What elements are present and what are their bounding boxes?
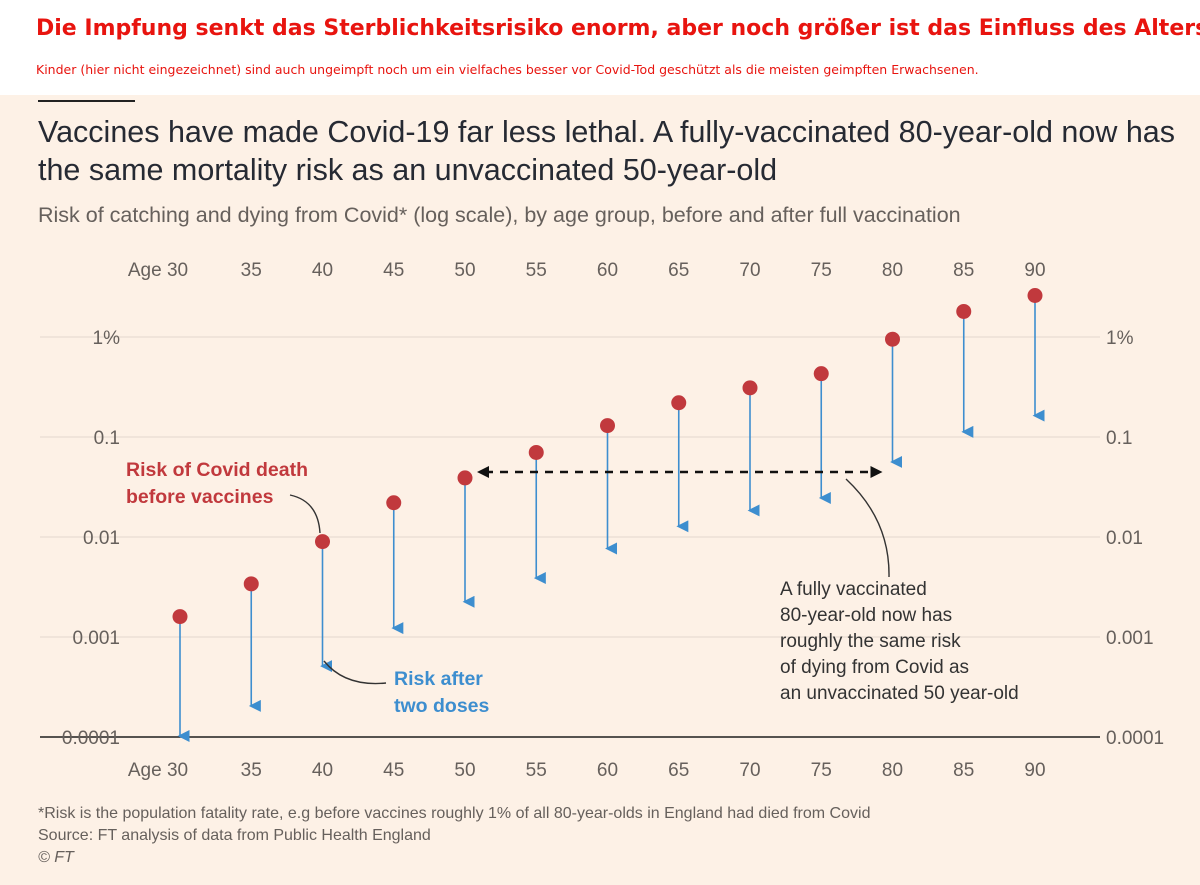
before-callout [289, 494, 321, 534]
ft-chart-panel: Vaccines have made Covid-19 far less let… [0, 95, 1200, 885]
before-dot [1027, 288, 1043, 304]
data-layer [172, 288, 1045, 742]
x-tick-label-top: 60 [597, 260, 618, 281]
before-dot [457, 470, 473, 486]
banner-title: Die Impfung senkt das Sterblichkeitsrisi… [36, 16, 1200, 41]
before-dot [528, 444, 544, 460]
x-tick-label-top: 80 [882, 260, 903, 281]
x-tick-label-bottom: 70 [739, 760, 760, 781]
annotation-layer: Risk of Covid death before vaccines Risk a… [126, 459, 1019, 717]
y-tick-label-right: 0.001 [1106, 628, 1154, 649]
before-dot [600, 418, 615, 434]
x-tick-label-top: 55 [526, 260, 547, 281]
chart-subtitle: Risk of catching and dying from Covid* (… [38, 203, 961, 227]
before-dot [315, 534, 330, 550]
x-tick-label-bottom: 75 [811, 760, 832, 781]
x-tick-label-top: 45 [383, 260, 404, 281]
chart-footer: *Risk is the population fatality rate, e… [38, 803, 870, 869]
axis-layer: 0.0001 0.0001 0.001 0.001 0.01 0.01 0.1 0.1 1% 1%… [62, 260, 1164, 781]
comparison-head-right [870, 466, 883, 478]
x-tick-label-top: 85 [953, 260, 974, 281]
after-callout [323, 660, 387, 685]
y-tick-label-right: 0.1 [1106, 428, 1132, 449]
before-dot [956, 303, 972, 319]
before-dot [172, 609, 188, 625]
y-tick-label-left: 0.0001 [62, 728, 120, 749]
x-tick-label-bottom: 80 [882, 760, 903, 781]
x-tick-label-bottom: 90 [1024, 760, 1045, 781]
source-note: Source: FT analysis of data from Public … [38, 827, 431, 844]
x-tick-label-bottom: 50 [454, 760, 475, 781]
x-tick-label-bottom: Age 30 [128, 760, 188, 781]
chart-svg: 0.0001 0.0001 0.001 0.001 0.01 0.01 0.1 0.1 1% 1%… [40, 260, 1164, 781]
x-tick-label-bottom: 45 [383, 760, 404, 781]
before-dot [671, 395, 687, 411]
before-dot [885, 331, 900, 347]
copyright: © FT [38, 849, 74, 866]
x-tick-label-top: 75 [811, 260, 832, 281]
x-tick-label-bottom: 65 [668, 760, 689, 781]
banner: Die Impfung senkt das Sterblichkeitsrisi… [0, 0, 1200, 95]
x-tick-label-bottom: 40 [312, 760, 333, 781]
y-tick-label-left: 0.01 [83, 528, 120, 549]
comparison-label: A fully vaccinated 80-year-old now has rou… [780, 579, 1019, 704]
comparison-callout [845, 478, 890, 578]
x-tick-label-bottom: 60 [597, 760, 618, 781]
x-tick-label-top: 35 [241, 260, 262, 281]
banner-subtitle: Kinder (hier nicht eingezeichnet) sind a… [36, 62, 979, 77]
x-tick-label-top: Age 30 [128, 260, 188, 281]
x-tick-label-top: 50 [454, 260, 475, 281]
x-tick-label-bottom: 35 [241, 760, 262, 781]
y-tick-label-left: 1% [93, 328, 121, 349]
x-tick-label-bottom: 55 [526, 760, 547, 781]
y-tick-label-left: 0.1 [94, 428, 120, 449]
after-label: Risk after two doses [394, 668, 490, 717]
before-dot [742, 380, 758, 396]
before-dot [813, 366, 829, 382]
before-dot [386, 495, 402, 511]
x-tick-label-top: 90 [1024, 260, 1045, 281]
title-rule [38, 100, 135, 102]
y-tick-label-right: 1% [1106, 328, 1134, 349]
before-dot [243, 576, 259, 592]
x-tick-label-top: 40 [312, 260, 333, 281]
footnote: *Risk is the population fatality rate, e… [38, 805, 871, 822]
comparison-head-left [477, 466, 489, 478]
before-label: Risk of Covid death before vaccines [126, 459, 308, 508]
y-tick-label-right: 0.0001 [1106, 728, 1164, 749]
x-tick-label-top: 70 [739, 260, 760, 281]
chart-title: Vaccines have made Covid-19 far less let… [38, 115, 1176, 187]
y-tick-label-left: 0.001 [72, 628, 120, 649]
x-tick-label-top: 65 [668, 260, 689, 281]
grid-layer [40, 336, 1100, 738]
y-tick-label-right: 0.01 [1106, 528, 1143, 549]
x-tick-label-bottom: 85 [953, 760, 974, 781]
